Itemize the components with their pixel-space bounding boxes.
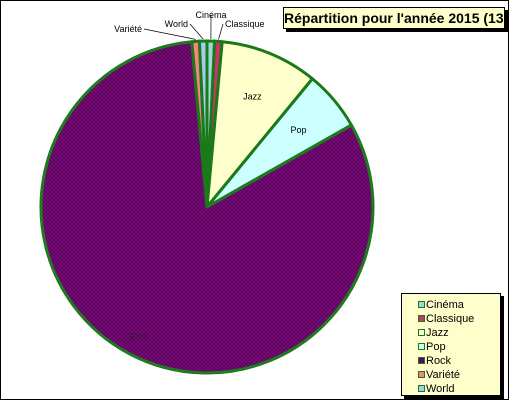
legend-label-world: World <box>426 383 455 395</box>
legend-swatch-variete <box>418 371 425 378</box>
leader-line-world <box>190 24 203 39</box>
legend-label-classique: Classique <box>426 313 474 325</box>
slice-label-variete: Variété <box>114 24 142 34</box>
pie-slices <box>41 41 373 373</box>
slice-label-classique: Classique <box>225 19 265 29</box>
slice-label-rock: Rock <box>129 332 150 342</box>
slice-label-jazz: Jazz <box>243 91 262 101</box>
slice-label-pop: Pop <box>290 125 306 135</box>
legend-item-pop: Pop <box>426 340 446 354</box>
leader-line-variete <box>144 29 196 39</box>
legend-swatch-jazz <box>418 329 425 336</box>
legend-swatch-rock <box>418 357 425 364</box>
legend-item-world: World <box>426 382 455 396</box>
leader-line-classique <box>219 24 224 39</box>
legend-label-rock: Rock <box>426 355 451 367</box>
legend-label-cinema: Cinéma <box>426 299 464 311</box>
legend-label-pop: Pop <box>426 341 446 353</box>
legend-item-jazz: Jazz <box>426 326 449 340</box>
legend-item-rock: Rock <box>426 354 451 368</box>
legend-item-classique: Classique <box>426 312 474 326</box>
legend: Cinéma Classique Jazz Pop Rock Variété W… <box>401 293 501 396</box>
legend-label-variete: Variété <box>426 369 460 381</box>
slice-label-cinema: Cinéma <box>195 10 226 20</box>
legend-swatch-world <box>418 385 425 392</box>
legend-swatch-cinema <box>418 301 425 308</box>
chart-title: Répartition pour l'année 2015 (137) <box>283 7 505 29</box>
legend-swatch-classique <box>418 315 425 322</box>
legend-label-jazz: Jazz <box>426 327 449 339</box>
legend-swatch-pop <box>418 343 425 350</box>
legend-item-variete: Variété <box>426 368 460 382</box>
legend-item-cinema: Cinéma <box>426 298 464 312</box>
slice-label-world: World <box>165 19 188 29</box>
